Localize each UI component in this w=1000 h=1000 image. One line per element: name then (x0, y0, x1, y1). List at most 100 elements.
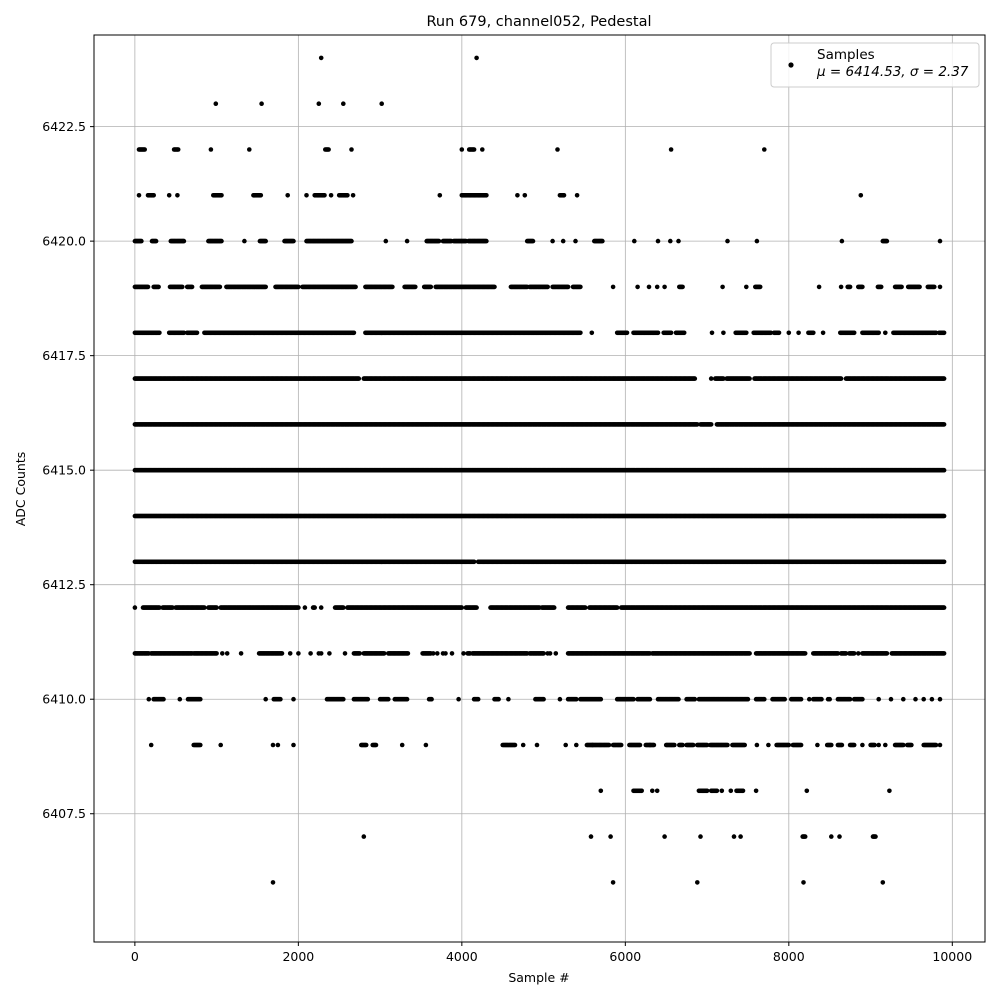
data-point (720, 284, 725, 290)
data-point (296, 284, 301, 290)
data-point (851, 330, 857, 336)
data-point (263, 238, 269, 244)
data-point (744, 330, 749, 336)
data-point (151, 193, 156, 198)
data-point (681, 330, 687, 336)
data-point (189, 284, 195, 290)
data-point (776, 330, 782, 336)
data-point (166, 193, 172, 198)
data-point (941, 376, 947, 381)
data-point (668, 330, 674, 336)
data-point (208, 147, 214, 152)
data-point (725, 238, 730, 244)
data-point (838, 284, 844, 290)
data-point (153, 238, 159, 244)
data-point (247, 147, 252, 152)
data-point (839, 238, 845, 244)
data-point (379, 101, 385, 106)
data-point (937, 284, 943, 290)
data-point (217, 284, 223, 290)
data-point (304, 193, 309, 198)
data-point (181, 238, 187, 244)
data-point (459, 147, 465, 152)
data-point (878, 284, 884, 290)
data-point (213, 101, 219, 106)
data-point (676, 238, 681, 244)
data-point (136, 193, 142, 198)
data-point (847, 284, 853, 290)
data-point (635, 284, 640, 290)
data-point (351, 330, 357, 336)
data-point (350, 193, 356, 198)
data-point (180, 284, 185, 290)
data-point (316, 101, 322, 106)
data-point (356, 376, 362, 381)
data-point (624, 330, 630, 336)
data-point (492, 284, 497, 290)
data-point (646, 284, 652, 290)
data-point (285, 193, 291, 198)
grid-lines (94, 35, 985, 942)
data-point (578, 330, 583, 336)
data-point (484, 193, 489, 198)
data-point (242, 238, 247, 244)
data-point (574, 193, 580, 198)
data-point (692, 376, 698, 381)
data-point (796, 330, 801, 336)
data-points (132, 55, 947, 885)
data-point (932, 284, 937, 290)
data-point (194, 330, 200, 336)
data-point (655, 330, 661, 336)
data-point (181, 330, 187, 336)
data-point (259, 101, 264, 106)
data-point (668, 238, 673, 244)
data-point (941, 467, 947, 473)
data-point (573, 238, 578, 244)
data-point (662, 284, 667, 290)
data-point (941, 330, 947, 336)
data-point (933, 330, 939, 336)
data-point (820, 330, 826, 336)
data-point (349, 147, 354, 152)
data-point (747, 376, 752, 381)
data-point (768, 330, 774, 336)
data-point (917, 284, 922, 290)
data-point (530, 238, 536, 244)
data-point (390, 284, 395, 290)
data-point (142, 147, 147, 152)
data-point (561, 193, 567, 198)
data-point (858, 193, 864, 198)
data-point (876, 330, 881, 336)
data-point (349, 238, 354, 244)
data-point (838, 376, 844, 381)
data-point (744, 284, 749, 290)
data-point (632, 238, 637, 244)
data-point (668, 147, 674, 152)
data-point (263, 284, 269, 290)
data-point (560, 238, 566, 244)
data-point (578, 284, 583, 290)
data-point (610, 284, 616, 290)
data-point (721, 330, 726, 336)
data-point (341, 101, 346, 106)
data-point (318, 55, 324, 61)
data-point (437, 193, 443, 198)
data-point (762, 147, 767, 152)
data-point (353, 284, 358, 290)
data-point (436, 238, 442, 244)
data-point (899, 284, 904, 290)
data-point (175, 147, 181, 152)
data-point (589, 330, 595, 336)
data-point (291, 238, 296, 244)
data-point (156, 284, 161, 290)
data-point (326, 147, 331, 152)
data-point (219, 238, 224, 244)
data-point (883, 330, 888, 336)
data-point (816, 284, 822, 290)
data-point (175, 193, 180, 198)
data-point (413, 284, 418, 290)
data-point (555, 147, 560, 152)
data-point (219, 193, 224, 198)
data-point (480, 147, 485, 152)
data-point (471, 147, 477, 152)
